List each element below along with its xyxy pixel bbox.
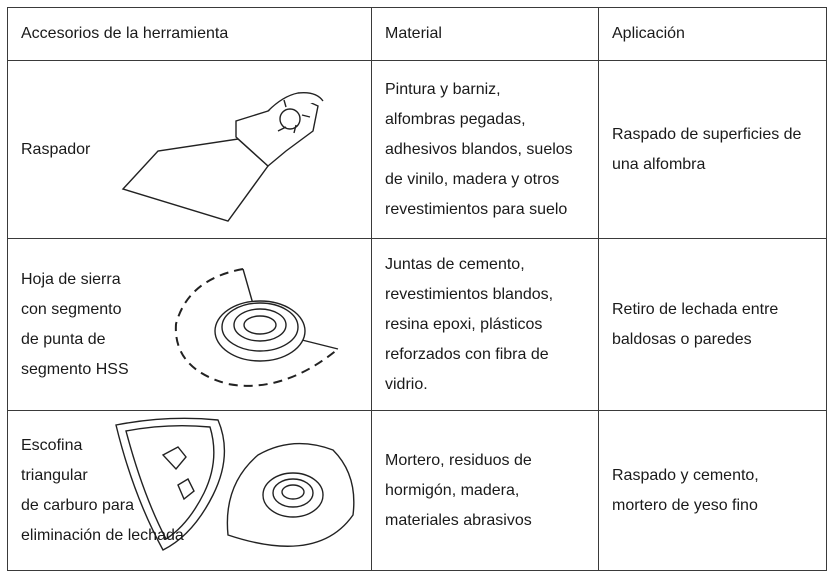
cell-text: Hoja de sierra con segmento de punta de seg… [8,265,371,385]
header-text: Aplicación [612,25,685,42]
header-text: Material [385,25,442,42]
text-line: eliminación de lechada [21,526,184,544]
cell-text: Pintura y barniz, alfombras pegadas, adhes… [372,75,598,225]
rasp-illustration [115,417,355,551]
header-cell: Material [371,7,599,61]
table-row: Hoja de sierra con segmento de punta de seg… [7,238,827,411]
text-line: adhesivos blandos, suelos [385,140,573,158]
text-line: de vinilo, madera y otros [385,170,560,188]
cell-text: Raspado y cemento, mortero de yeso fino [599,461,826,521]
header-cell: Accesorios de la herramienta [7,7,372,61]
table-cell: Hoja de sierra con segmento de punta de seg… [7,238,372,411]
text-line: Retiro de lechada entre [612,300,779,318]
text-line: de punta de [21,330,106,348]
cell-text: Escofina triangular de carburo para elimina… [8,431,371,551]
text-line: revestimientos blandos, [385,285,554,303]
table-cell: Escofina triangular de carburo para elimina… [7,410,372,571]
text-line: Pintura y barniz, [385,80,501,98]
text-line: Juntas de cemento, [385,255,525,273]
text-line: baldosas o paredes [612,330,752,348]
table-cell: Retiro de lechada entre baldosas o parede… [598,238,827,411]
text-line: alfombras pegadas, [385,110,526,128]
table-cell: Raspador [7,60,372,239]
table-cell: Juntas de cemento, revestimientos blandos… [371,238,599,411]
cell-text: Raspador [8,135,371,165]
text-line: de carburo para [21,496,134,514]
header-row: Accesorios de la herramienta Material Ap… [7,7,827,61]
text-line: mortero de yeso fino [612,496,758,514]
table-cell: Raspado y cemento, mortero de yeso fino [598,410,827,571]
text-line: vidrio. [385,375,428,393]
header-text: Accesorios de la herramienta [21,25,229,42]
table-cell: Raspado de superficies de una alfombra [598,60,827,239]
table-cell: Pintura y barniz, alfombras pegadas, adhes… [371,60,599,239]
table-row: Escofina triangular de carburo para elimina… [7,410,827,571]
text-line: Raspado y cemento, [612,466,759,484]
text-line: resina epoxi, plásticos [385,315,543,333]
header-cell: Aplicación [598,7,827,61]
cell-text: Mortero, residuos de hormigón, madera, mat… [372,446,598,536]
cell-text: Juntas de cemento, revestimientos blandos… [372,250,598,400]
text-line: triangular [21,466,88,484]
text-line: segmento HSS [21,360,129,378]
scraper-illustration [121,91,324,222]
text-line: Raspador [21,140,91,158]
text-line: una alfombra [612,155,706,173]
tools-table: Accesorios de la herramienta Material Ap… [7,7,827,571]
cell-text: Raspado de superficies de una alfombra [599,120,826,180]
text-line: con segmento [21,300,122,318]
text-line: reforzados con fibra de [385,345,549,363]
text-line: hormigón, madera, [385,481,520,499]
table-cell: Mortero, residuos de hormigón, madera, mat… [371,410,599,571]
text-line: revestimientos para suelo [385,200,568,218]
text-line: Escofina [21,436,83,454]
table-row: Raspador Pintura y barniz, alfombras pega… [7,60,827,239]
text-line: materiales abrasivos [385,511,532,529]
saw-blade-illustration [174,268,339,387]
text-line: Hoja de sierra [21,270,121,288]
cell-text: Retiro de lechada entre baldosas o parede… [599,295,826,355]
text-line: Mortero, residuos de [385,451,532,469]
text-line: Raspado de superficies de [612,125,802,143]
